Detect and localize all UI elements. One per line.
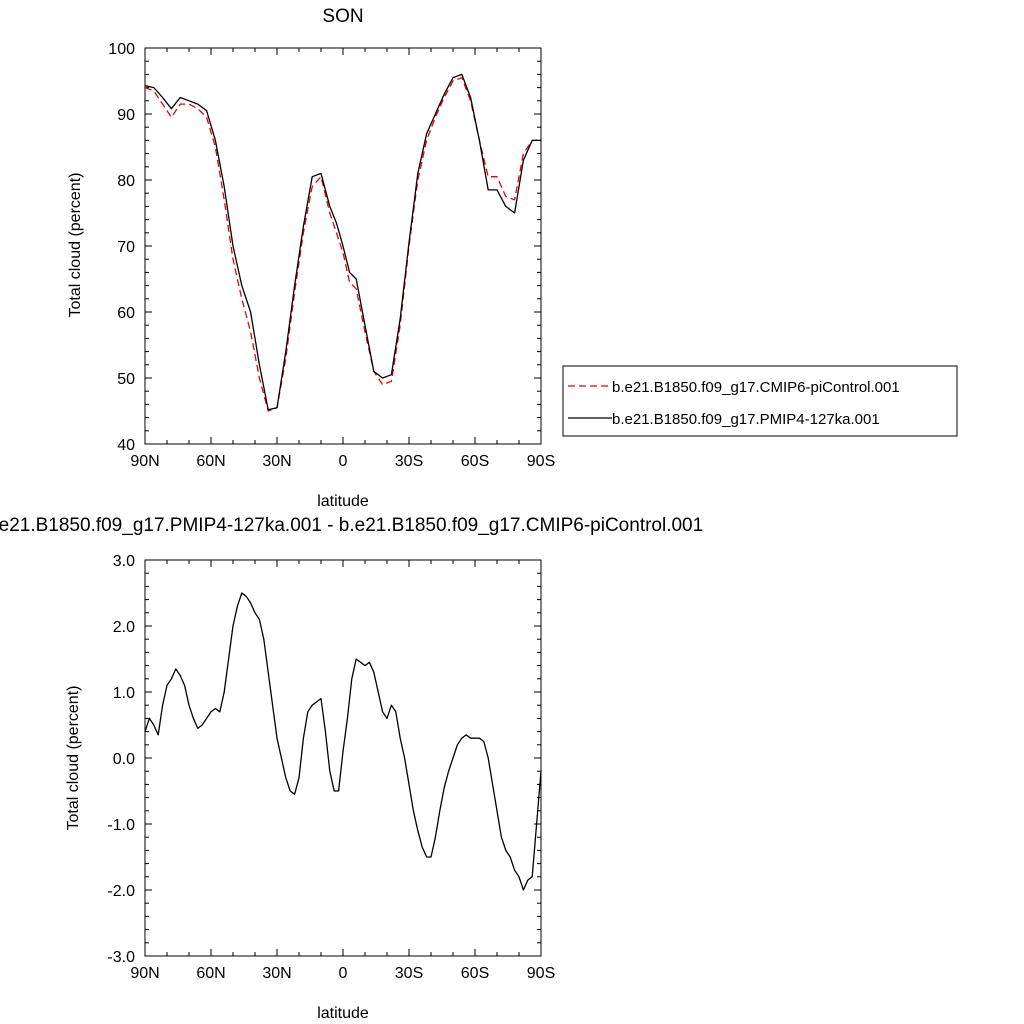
chart2-xtick-label: 90S xyxy=(527,965,555,982)
chart2-ytick-label: 2.0 xyxy=(113,619,135,636)
chart2-ytick-label: -1.0 xyxy=(107,817,135,834)
chart2-xtick-label: 90N xyxy=(130,965,159,982)
chart1-ylabel: Total cloud (percent) xyxy=(67,173,84,318)
chart1-ytick-label: 50 xyxy=(117,371,135,388)
chart2-xtick-label: 60S xyxy=(461,965,489,982)
chart1-ytick-label: 60 xyxy=(117,305,135,322)
chart1-xtick-label: 60S xyxy=(461,453,489,470)
chart1-ytick-label: 70 xyxy=(117,239,135,256)
legend-box xyxy=(562,365,958,437)
chart-son-total-cloud: SON Total cloud (percent) latitude 90N 60… xyxy=(67,6,958,510)
chart2-series-line-0 xyxy=(144,592,542,891)
chart2-ytick-label: -3.0 xyxy=(107,949,135,966)
chart2-series xyxy=(144,592,542,891)
chart1-xtick-label: 60N xyxy=(196,453,225,470)
chart1-ytick-label: 90 xyxy=(117,107,135,124)
chart1-series xyxy=(144,73,541,412)
chart2-xtick-label: 30S xyxy=(395,965,423,982)
chart2-ytick-label: 0.0 xyxy=(113,751,135,768)
chart2-xtick-label: 30N xyxy=(262,965,291,982)
chart1-xlabel: latitude xyxy=(317,493,369,510)
chart1-series-line-1 xyxy=(144,73,541,411)
chart1-legend: b.e21.B1850.f09_g17.CMIP6-piControl.001 … xyxy=(562,365,958,437)
chart1-xtick-label: 90S xyxy=(527,453,555,470)
chart2-ticks: 90N 60N 30N 0 30S 60S 90S -3.0 -2.0 -1.0 0.0 1.0 2.0… xyxy=(107,553,555,982)
chart1-ticks: 90N 60N 30N 0 30S 60S 90S 40 50 60 70 80 90 100 xyxy=(108,41,555,470)
chart1-xtick-label: 30S xyxy=(395,453,423,470)
chart2-xtick-label: 0 xyxy=(339,965,348,982)
chart1-ytick-label: 40 xyxy=(117,437,135,454)
chart1-xtick-label: 30N xyxy=(262,453,291,470)
legend-label-picontrol: b.e21.B1850.f09_g17.CMIP6-piControl.001 xyxy=(612,379,900,396)
legend-label-pmip4: b.e21.B1850.f09_g17.PMIP4-127ka.001 xyxy=(612,411,880,428)
chart2-ytick-label: 3.0 xyxy=(113,553,135,570)
chart2-xtick-label: 60N xyxy=(196,965,225,982)
chart1-xtick-label: 90N xyxy=(130,453,159,470)
chart1-title: SON xyxy=(322,6,363,27)
chart1-ytick-label: 100 xyxy=(108,41,135,58)
chart2-ytick-label: -2.0 xyxy=(107,883,135,900)
chart-difference-total-cloud: b.e21.B1850.f09_g17.PMIP4-127ka.001 - b.… xyxy=(0,515,703,1022)
chart1-ytick-label: 80 xyxy=(117,173,135,190)
chart2-plot-frame xyxy=(144,559,542,957)
chart2-title: b.e21.B1850.f09_g17.PMIP4-127ka.001 - b.… xyxy=(0,515,703,536)
chart2-ytick-label: 1.0 xyxy=(113,685,135,702)
chart1-xtick-label: 0 xyxy=(339,453,348,470)
chart2-ylabel: Total cloud (percent) xyxy=(65,686,82,831)
chart2-xlabel: latitude xyxy=(317,1005,369,1022)
